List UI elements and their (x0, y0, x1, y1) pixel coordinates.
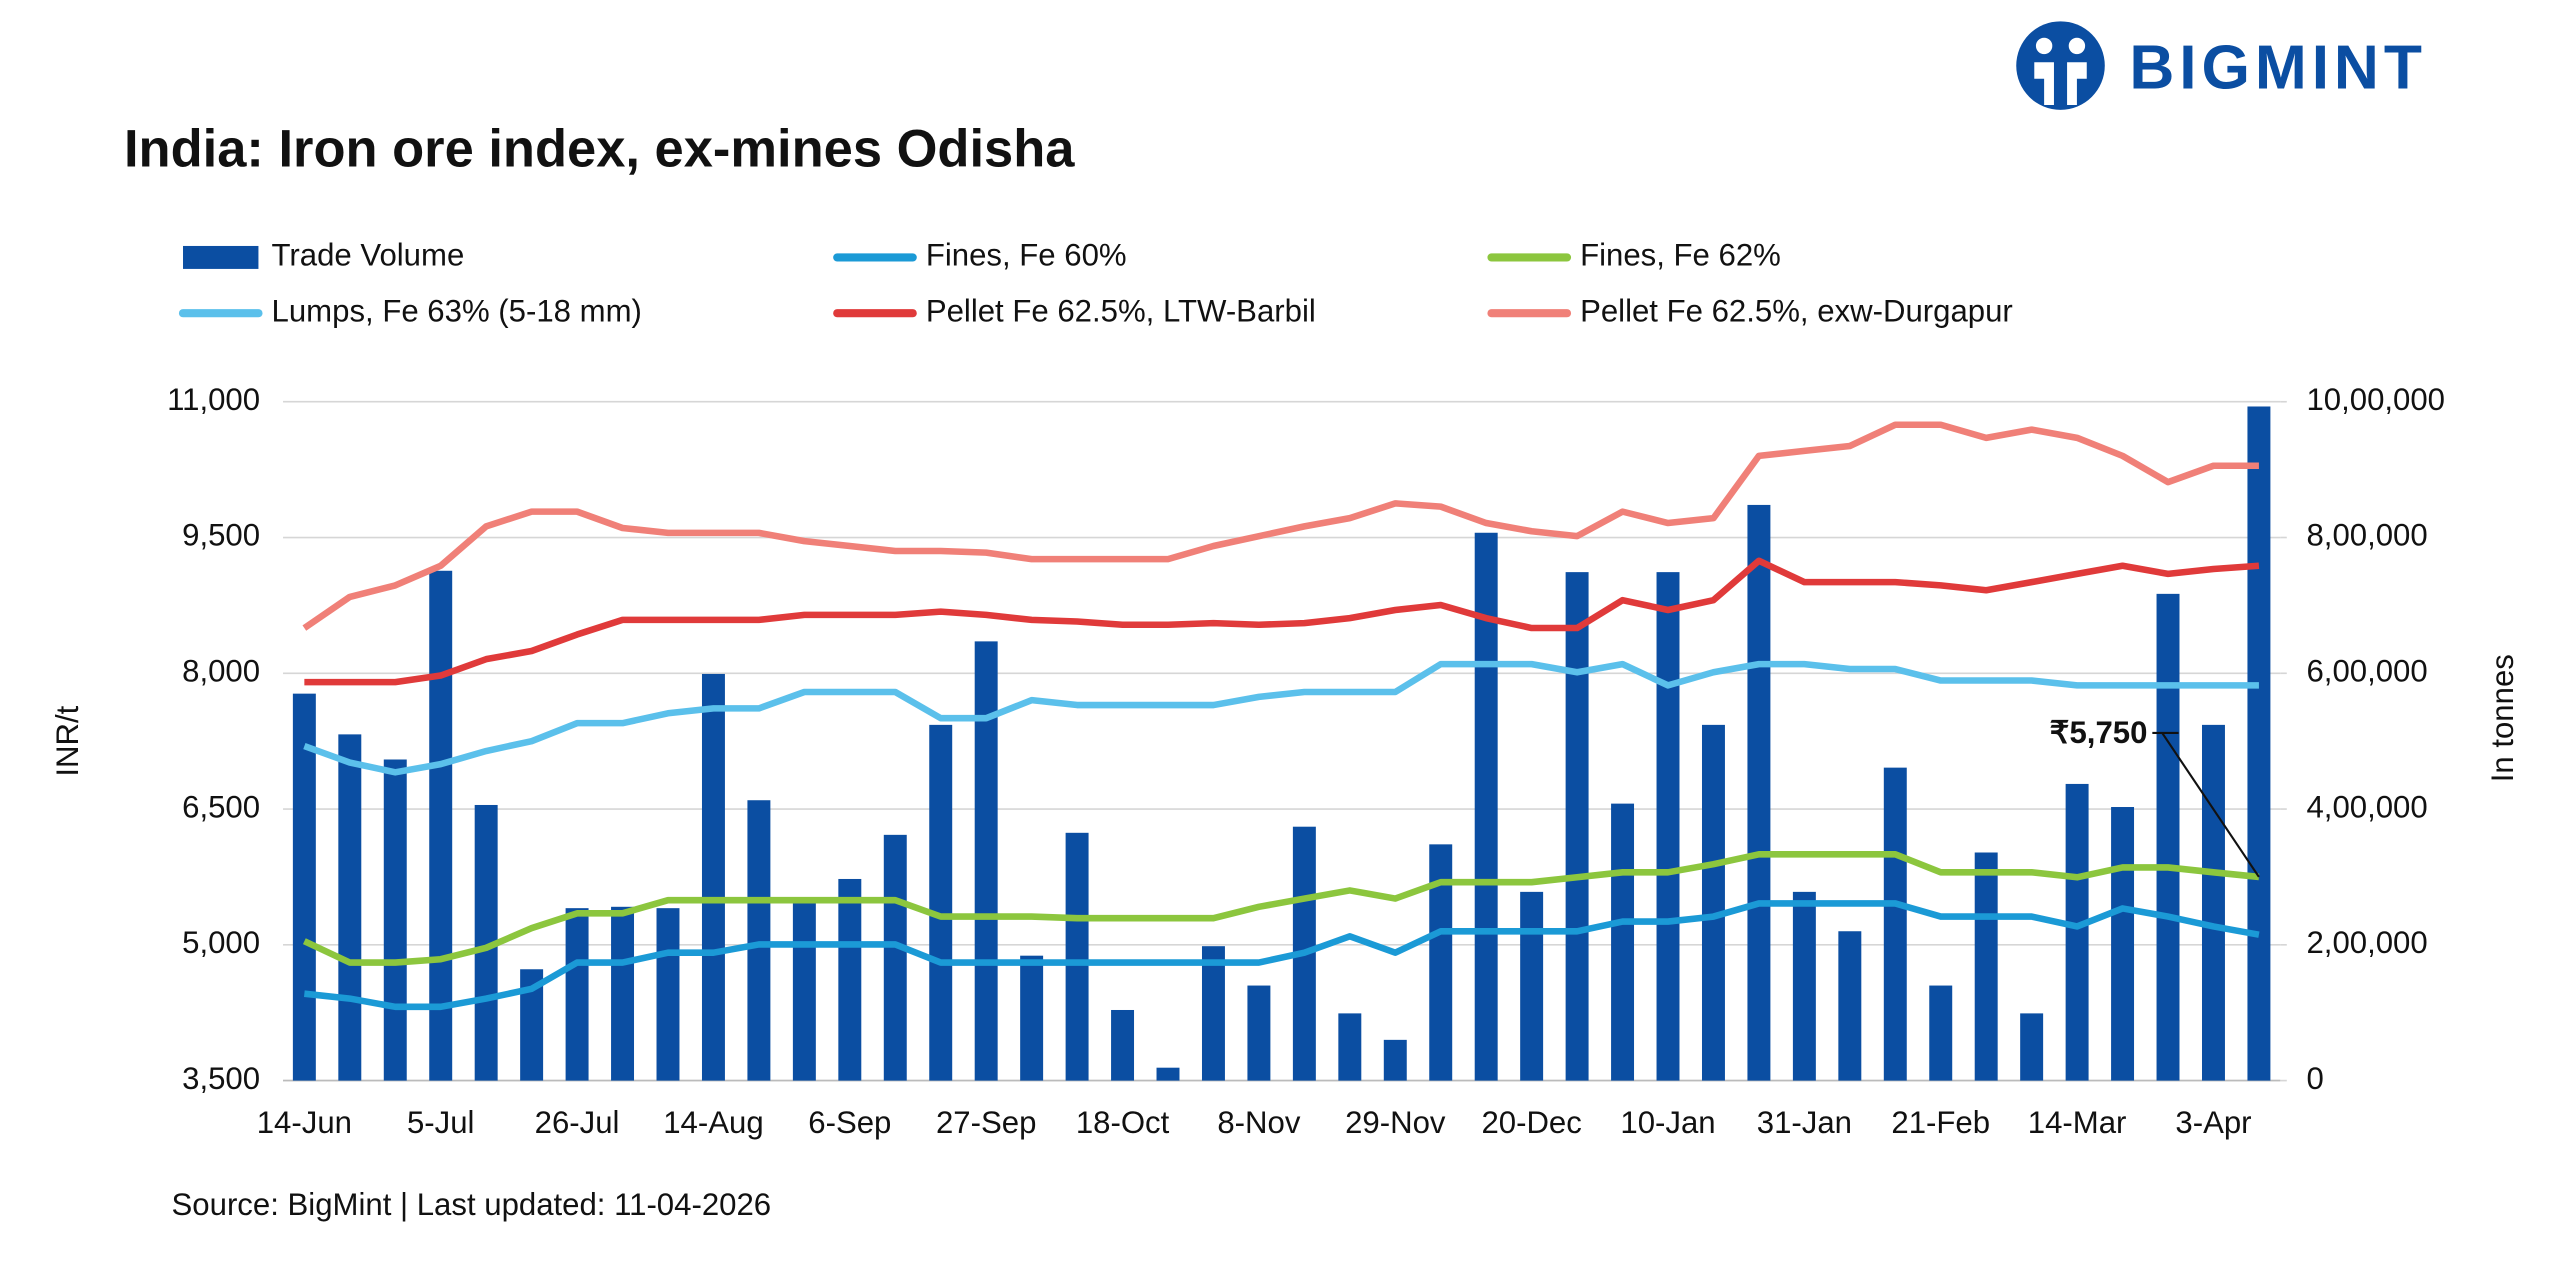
legend-label: Fines, Fe 62% (1580, 238, 1781, 273)
line (304, 900, 2260, 1011)
y2-tick-label: 8,00,000 (2306, 518, 2427, 553)
bar (1429, 844, 1453, 1081)
bar (1565, 572, 1589, 1081)
legend-label: Pellet Fe 62.5%, LTW-Barbil (926, 293, 1316, 328)
legend-label: Trade Volume (272, 238, 465, 273)
bar (1111, 1009, 1135, 1081)
bar (1611, 803, 1635, 1081)
bar (883, 834, 907, 1081)
logo-text: BIGMINT (2129, 34, 2426, 103)
bar (1520, 891, 1544, 1081)
x-tick-label: 27-Sep (936, 1105, 1036, 1140)
x-tick-label: 10-Jan (1620, 1105, 1715, 1140)
bar (2065, 783, 2089, 1081)
legend-label: Pellet Fe 62.5%, exw-Durgapur (1580, 293, 2013, 328)
x-tick-label: 31-Jan (1757, 1105, 1852, 1140)
bar (474, 804, 498, 1081)
bar (1883, 767, 1907, 1081)
y2-tick-label: 4,00,000 (2306, 789, 2427, 824)
y-tick-label: 6,500 (182, 789, 260, 824)
bar (429, 570, 453, 1081)
bar (1338, 1013, 1362, 1081)
bar (1974, 852, 1998, 1081)
bar (701, 673, 725, 1081)
line (304, 557, 2260, 686)
logo: BIGMINT (2016, 21, 2426, 110)
chart-title: India: Iron ore index, ex-mines Odisha (124, 120, 1075, 178)
bar (656, 908, 680, 1081)
y2-tick-label: 6,00,000 (2306, 654, 2427, 689)
bar (1065, 832, 1089, 1081)
x-tick-label: 29-Nov (1345, 1105, 1446, 1140)
bar (565, 908, 589, 1081)
legend-label: Lumps, Fe 63% (5-18 mm) (272, 293, 642, 328)
y2-tick-label: 10,00,000 (2306, 382, 2445, 417)
line (303, 660, 2259, 776)
bar (611, 906, 635, 1081)
bar (1474, 532, 1498, 1081)
bar (1701, 724, 1725, 1081)
annotation: ₹5,750 (2050, 715, 2148, 750)
bar (292, 693, 316, 1081)
x-tick-label: 20-Dec (1481, 1105, 1581, 1140)
bar (1247, 985, 1271, 1081)
x-tick-label: 6-Sep (808, 1105, 891, 1140)
bar (338, 734, 362, 1081)
bar (1838, 931, 1862, 1081)
bar (1792, 891, 1816, 1081)
y-tick-label: 3,500 (182, 1061, 260, 1096)
legend-label: Fines, Fe 60% (926, 238, 1127, 273)
x-tick-label: 14-Aug (663, 1105, 763, 1140)
bar (1656, 572, 1680, 1081)
x-tick-label: 5-Jul (407, 1105, 474, 1140)
bar (838, 878, 862, 1081)
bar (2156, 593, 2180, 1081)
bar (2111, 807, 2135, 1081)
x-tick-label: 3-Apr (2175, 1105, 2251, 1140)
x-tick-label: 8-Nov (1217, 1105, 1300, 1140)
y-axis-label: INR/t (50, 705, 85, 776)
bar (929, 724, 953, 1081)
x-tick-label: 18-Oct (1076, 1105, 1170, 1140)
x-tick-label: 26-Jul (535, 1105, 620, 1140)
y-tick-label: 8,000 (182, 654, 260, 689)
x-tick-label: 21-Feb (1891, 1105, 1990, 1140)
line (302, 421, 2259, 631)
bar (1747, 504, 1771, 1081)
bar (1383, 1039, 1407, 1081)
bar (2201, 724, 2225, 1081)
y-tick-label: 11,000 (167, 382, 260, 417)
logo-icon (2016, 21, 2105, 110)
y2-tick-label: 2,00,000 (2306, 925, 2427, 960)
bar (792, 900, 816, 1081)
bar (747, 800, 771, 1081)
source-note: Source: BigMint | Last updated: 11-04-20… (172, 1187, 772, 1222)
bar (974, 641, 998, 1081)
line (302, 851, 2260, 966)
bar (1929, 985, 1953, 1081)
y2-axis-label: In tonnes (2485, 654, 2520, 782)
x-tick-label: 14-Jun (257, 1105, 352, 1140)
legend-swatch (183, 245, 259, 269)
bar (1020, 955, 1044, 1081)
bar (383, 759, 407, 1081)
x-tick-label: 14-Mar (2028, 1105, 2127, 1140)
y-tick-label: 5,000 (182, 925, 260, 960)
bar (1156, 1067, 1180, 1081)
bar (520, 969, 544, 1081)
bar (1201, 946, 1225, 1081)
bar (2247, 406, 2271, 1081)
bar (2020, 1013, 2044, 1081)
annotation-leader (2161, 732, 2260, 878)
y-tick-label: 9,500 (182, 518, 260, 553)
y2-tick-label: 0 (2306, 1061, 2323, 1096)
